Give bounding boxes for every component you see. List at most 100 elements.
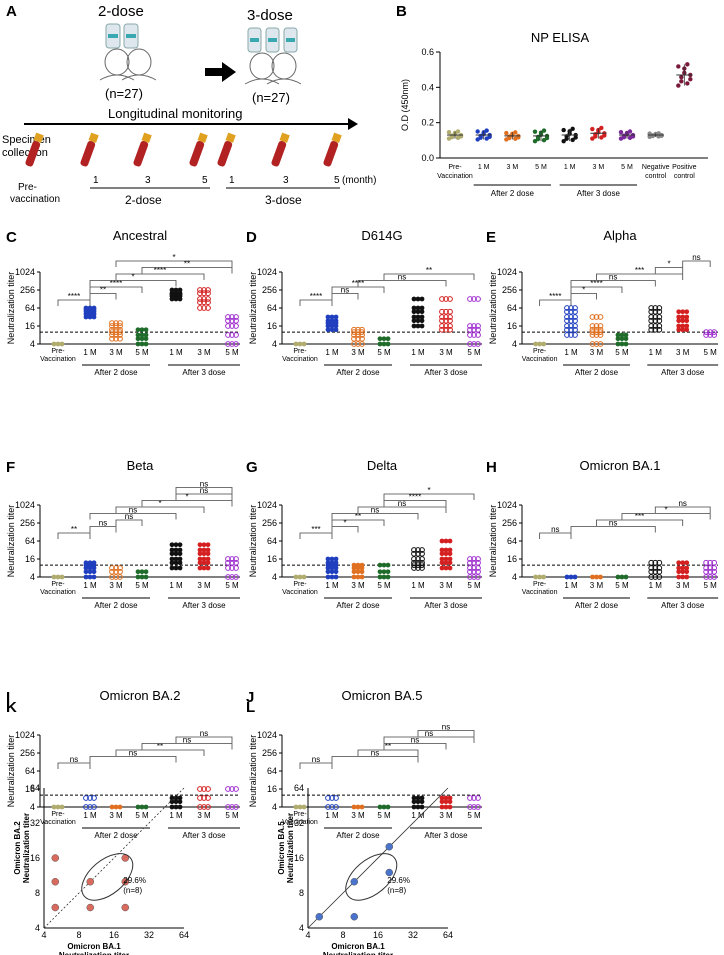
group-label: After 2 dose (336, 601, 380, 610)
data-point (411, 562, 417, 569)
y-tick-label: 4 (512, 339, 517, 349)
data-point (139, 332, 145, 338)
data-point (475, 556, 481, 562)
data-point (513, 130, 518, 135)
data-point (573, 135, 578, 140)
data-point (385, 336, 391, 342)
data-point (169, 560, 175, 566)
data-point (415, 565, 421, 571)
data-point (325, 574, 331, 580)
x-tick-label: 4 (305, 930, 310, 940)
data-point (411, 550, 417, 557)
data-point (711, 559, 718, 566)
category-label: control (645, 173, 666, 180)
x-tick-label: 16 (373, 930, 383, 940)
significance-label: * (185, 493, 188, 502)
data-point (455, 129, 461, 134)
category-label: 3 M (506, 164, 518, 171)
data-point (589, 323, 596, 329)
data-point (51, 877, 60, 886)
data-point (615, 336, 621, 342)
y-axis-label: Neutralization titer (488, 505, 498, 578)
data-point (656, 326, 663, 333)
data-point (177, 799, 183, 805)
group-label: After 3 dose (424, 831, 468, 840)
significance-bracket (331, 286, 385, 293)
data-point (325, 569, 331, 575)
data-point (135, 332, 141, 338)
y-tick-label: 1024 (257, 730, 277, 740)
data-point (447, 551, 453, 557)
timepoint-label: 3 (283, 175, 289, 186)
data-point (443, 323, 449, 329)
y-axis-label: Neutralization titer (248, 272, 258, 345)
significance-bracket (383, 493, 475, 500)
data-point (619, 332, 625, 338)
category-label: 1 M (83, 348, 97, 357)
data-point (439, 547, 445, 553)
data-point (711, 332, 718, 338)
significance-label: ** (100, 286, 106, 295)
category-label: 1 M (564, 581, 578, 590)
data-point (411, 565, 417, 571)
data-point (602, 133, 607, 138)
category-label: 3 M (590, 348, 604, 357)
significance-label: ns (425, 729, 433, 738)
data-point (703, 332, 710, 338)
chart-title: Omicron BA.2 (100, 688, 181, 703)
data-point (676, 574, 682, 580)
data-point (676, 560, 682, 566)
data-point (173, 560, 179, 566)
data-point (471, 326, 477, 333)
data-point (570, 126, 575, 132)
group-label: After 2 dose (94, 831, 138, 840)
data-point (411, 296, 417, 302)
data-point (109, 804, 115, 810)
data-point (329, 804, 335, 810)
category-label: 5 M (135, 581, 149, 590)
data-point (381, 574, 387, 580)
data-point (656, 323, 663, 329)
data-point (205, 305, 211, 311)
data-point (533, 341, 539, 347)
data-point (333, 314, 339, 320)
significance-bracket (115, 519, 143, 526)
y-tick-label: 64 (294, 783, 304, 793)
data-point (680, 318, 686, 324)
data-point (135, 574, 141, 580)
significance-bracket (383, 743, 447, 750)
data-point (381, 336, 387, 342)
data-point (487, 134, 492, 139)
data-point (51, 341, 57, 347)
data-point (415, 309, 421, 315)
panel-label: H (486, 459, 497, 476)
group-label: After 2 dose (94, 601, 138, 610)
data-point (350, 912, 359, 921)
data-point (91, 804, 97, 810)
data-point (229, 556, 235, 562)
data-point (329, 320, 335, 326)
data-point (593, 134, 598, 139)
data-point (325, 327, 331, 333)
data-point (205, 290, 211, 297)
y-tick-label: 1024 (15, 500, 35, 510)
significance-bracket (539, 299, 572, 306)
significance-label: ** (385, 742, 391, 751)
data-point (169, 565, 175, 571)
data-point (685, 81, 690, 86)
data-point (177, 804, 183, 810)
data-point (205, 795, 211, 801)
timepoint-pre-2: vaccination (10, 194, 60, 205)
group-label: After 3 dose (577, 189, 621, 198)
y-tick-label: 256 (20, 285, 35, 295)
data-point (561, 139, 566, 144)
panel-label-b: B (396, 3, 407, 20)
data-point (87, 795, 93, 801)
data-point (333, 320, 339, 326)
data-point (169, 287, 175, 293)
data-point (201, 287, 207, 293)
data-point (564, 136, 569, 141)
data-point (447, 296, 453, 302)
data-point (333, 795, 339, 801)
